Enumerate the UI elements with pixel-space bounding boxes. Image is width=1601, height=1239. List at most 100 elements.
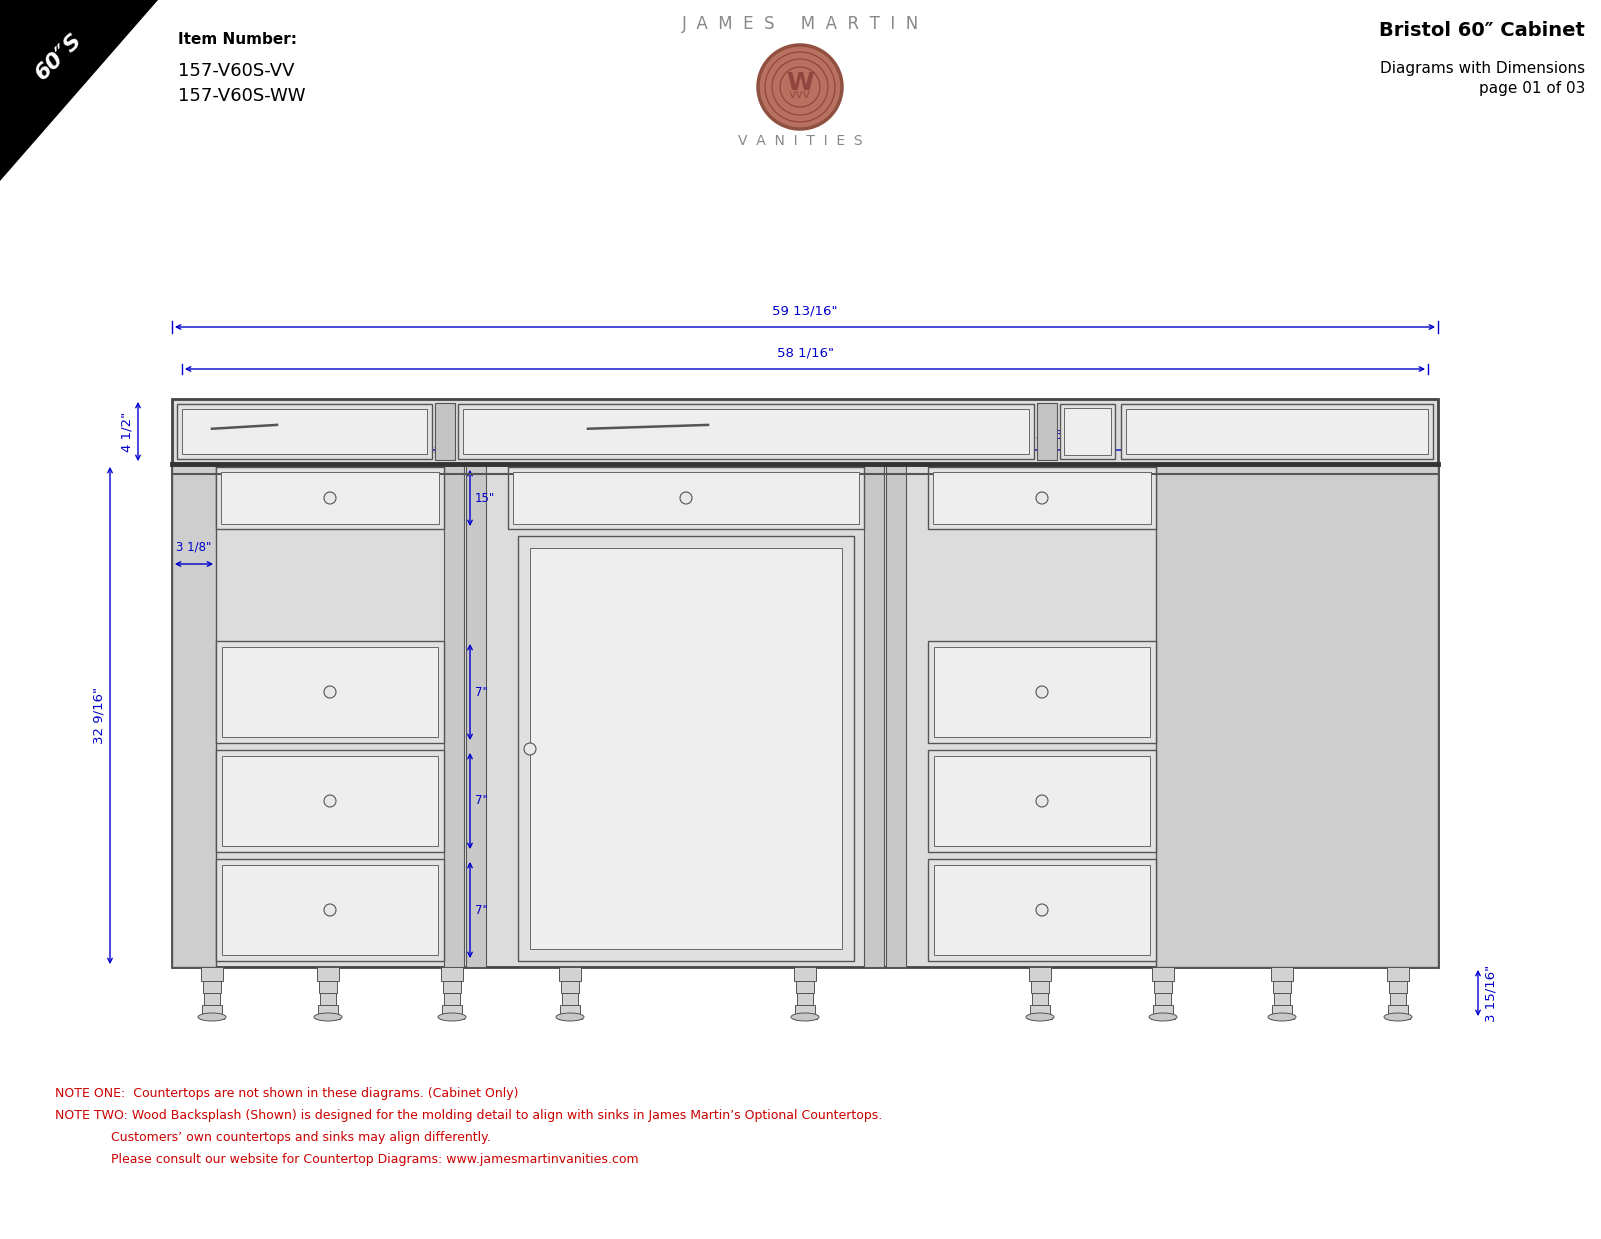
Bar (440, 1015, 464, 1018)
Circle shape (1036, 904, 1049, 916)
Text: 60″S: 60″S (32, 30, 86, 84)
Ellipse shape (314, 1014, 343, 1021)
Bar (216, 467, 443, 529)
Bar (202, 1005, 223, 1015)
Bar (1273, 1005, 1292, 1015)
Bar (1126, 409, 1428, 453)
Text: 157-V60S-VV: 157-V60S-VV (178, 62, 295, 81)
Bar (1028, 1015, 1052, 1018)
Text: Diagrams with Dimensions: Diagrams with Dimensions (1380, 62, 1585, 77)
Circle shape (323, 492, 336, 504)
Text: NOTE TWO: Wood Backsplash (Shown) is designed for the molding detail to align wi: NOTE TWO: Wood Backsplash (Shown) is des… (54, 1109, 882, 1123)
Text: Customers’ own countertops and sinks may align differently.: Customers’ own countertops and sinks may… (54, 1131, 492, 1144)
Bar (442, 1005, 463, 1015)
Bar (203, 981, 221, 992)
Bar (1273, 981, 1290, 992)
Text: 14 3/16": 14 3/16" (304, 429, 355, 442)
Bar (216, 750, 443, 852)
Circle shape (524, 743, 536, 755)
Bar (443, 463, 464, 966)
Bar (1029, 966, 1050, 981)
Text: 14 3/16": 14 3/16" (1017, 429, 1068, 442)
Bar (933, 472, 1151, 524)
Bar (1386, 966, 1409, 981)
Ellipse shape (1268, 1014, 1295, 1021)
Bar (512, 472, 860, 524)
Bar (1065, 408, 1111, 455)
Text: 14 3/16": 14 3/16" (661, 429, 711, 442)
Bar (315, 1015, 339, 1018)
Bar (216, 641, 443, 743)
Bar (171, 463, 216, 966)
Bar (466, 463, 487, 966)
Circle shape (1036, 795, 1049, 807)
Circle shape (680, 492, 692, 504)
Text: 3 15/16": 3 15/16" (1484, 964, 1497, 1022)
Text: 32 9/16": 32 9/16" (91, 686, 106, 743)
Bar (317, 966, 339, 981)
Bar (796, 1005, 815, 1015)
Bar (1274, 992, 1290, 1005)
Ellipse shape (439, 1014, 466, 1021)
Bar (1156, 463, 1438, 966)
Bar (1386, 1015, 1410, 1018)
Text: 3 1/8": 3 1/8" (176, 541, 211, 554)
Bar (183, 409, 427, 453)
Bar (223, 865, 439, 955)
Text: 21 3/16": 21 3/16" (692, 724, 704, 774)
Text: Please consult our website for Countertop Diagrams: www.jamesmartinvanities.com: Please consult our website for Counterto… (54, 1154, 639, 1166)
Text: 58 1/16": 58 1/16" (776, 346, 834, 359)
Bar (929, 641, 1156, 743)
Circle shape (323, 795, 336, 807)
Bar (203, 992, 219, 1005)
Bar (1270, 1015, 1294, 1018)
Bar (1121, 404, 1433, 458)
Polygon shape (0, 0, 158, 181)
Bar (929, 750, 1156, 852)
Bar (560, 981, 580, 992)
Text: Bristol 60″ Cabinet: Bristol 60″ Cabinet (1378, 21, 1585, 41)
Circle shape (323, 904, 336, 916)
Bar (1151, 1015, 1175, 1018)
Bar (1029, 1005, 1050, 1015)
Bar (221, 472, 439, 524)
Bar (929, 467, 1156, 529)
Ellipse shape (199, 1014, 226, 1021)
Ellipse shape (1026, 1014, 1053, 1021)
Text: 7": 7" (475, 794, 488, 808)
Bar (933, 756, 1150, 846)
Bar (929, 859, 1156, 961)
Ellipse shape (791, 1014, 820, 1021)
Bar (865, 463, 884, 966)
Bar (508, 467, 865, 529)
Bar (200, 1015, 224, 1018)
Bar (560, 1005, 580, 1015)
Bar (885, 463, 906, 966)
Ellipse shape (1150, 1014, 1177, 1021)
Text: 7": 7" (475, 685, 488, 699)
Bar (559, 966, 581, 981)
Text: V  A  N  I  T  I  E  S: V A N I T I E S (738, 134, 863, 147)
Bar (1060, 404, 1114, 458)
Bar (792, 1015, 817, 1018)
Text: W: W (786, 71, 813, 95)
Bar (1037, 403, 1057, 460)
Bar (1031, 981, 1049, 992)
Circle shape (323, 686, 336, 698)
Bar (1388, 1005, 1407, 1015)
Circle shape (1036, 492, 1049, 504)
Bar (1153, 1005, 1174, 1015)
Bar (562, 992, 578, 1005)
Bar (223, 647, 439, 737)
Bar (1154, 992, 1170, 1005)
Bar (178, 404, 432, 458)
Bar (1390, 992, 1406, 1005)
Text: NOTE ONE:  Countertops are not shown in these diagrams. (Cabinet Only): NOTE ONE: Countertops are not shown in t… (54, 1087, 519, 1100)
Text: page 01 of 03: page 01 of 03 (1479, 82, 1585, 97)
Bar (319, 1005, 338, 1015)
Bar (320, 992, 336, 1005)
Bar (1390, 981, 1407, 992)
Bar (435, 403, 455, 460)
Bar (1154, 981, 1172, 992)
Bar (171, 399, 1438, 966)
